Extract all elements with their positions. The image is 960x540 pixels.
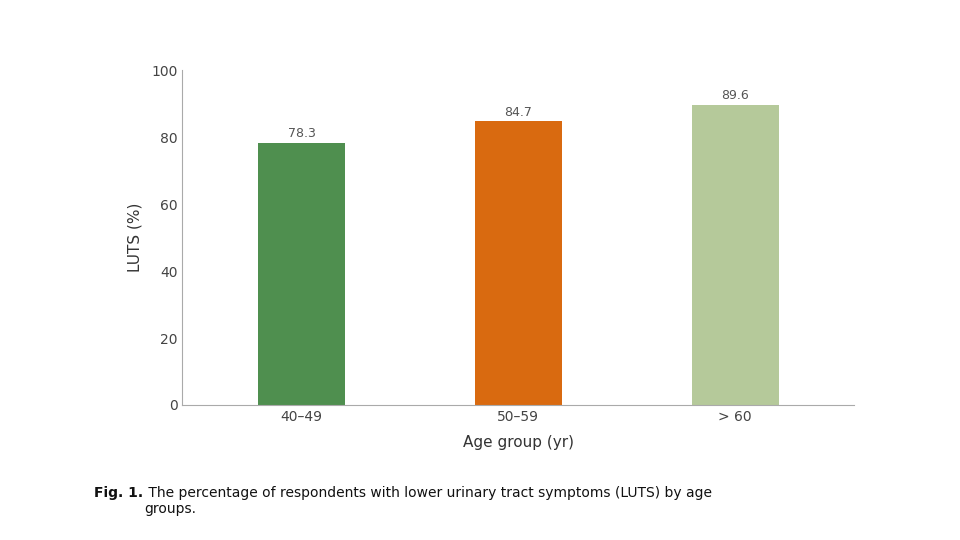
X-axis label: Age group (yr): Age group (yr) [463, 435, 574, 450]
Text: 84.7: 84.7 [504, 106, 533, 119]
Text: The percentage of respondents with lower urinary tract symptoms (LUTS) by age
gr: The percentage of respondents with lower… [144, 486, 712, 516]
Text: 89.6: 89.6 [721, 89, 749, 103]
Y-axis label: LUTS (%): LUTS (%) [128, 203, 143, 272]
Text: International Neurourology Journal 2015;19:120–129: International Neurourology Journal 2015;… [13, 105, 23, 327]
Text: Fig. 1.: Fig. 1. [94, 486, 143, 500]
Text: 78.3: 78.3 [288, 127, 316, 140]
Bar [475, 122, 562, 405]
Bar [258, 143, 345, 405]
Bar [692, 105, 779, 405]
